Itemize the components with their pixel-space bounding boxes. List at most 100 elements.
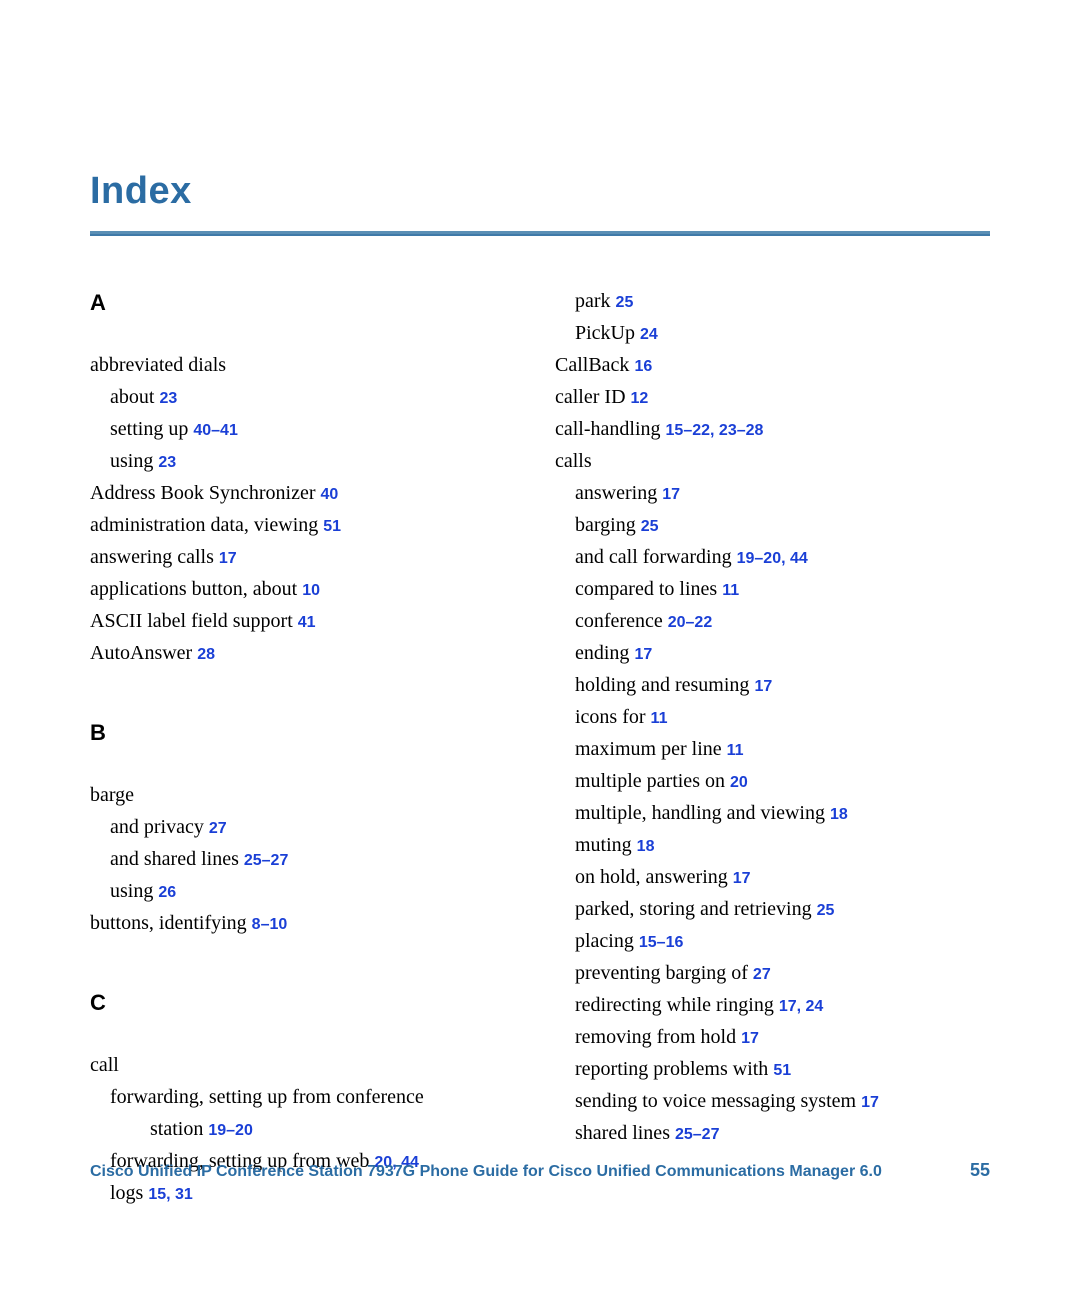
index-entry-text: forwarding, setting up from conference: [110, 1086, 424, 1108]
index-entry: ASCII label field support 41: [90, 606, 525, 636]
index-entry: call: [90, 1050, 525, 1080]
index-page-ref[interactable]: 25–27: [244, 852, 289, 869]
index-page-ref[interactable]: 19–20, 44: [737, 550, 808, 567]
index-entry: and call forwarding 19–20, 44: [575, 542, 990, 572]
index-page-ref[interactable]: 25: [817, 902, 835, 919]
index-entry-text: park: [575, 290, 611, 312]
index-entry: removing from hold 17: [575, 1022, 990, 1052]
index-entry-text: barge: [90, 784, 134, 806]
index-entry: redirecting while ringing 17, 24: [575, 990, 990, 1020]
index-page-ref[interactable]: 23: [158, 454, 176, 471]
index-entry: and shared lines 25–27: [110, 844, 525, 874]
index-entry: PickUp 24: [575, 318, 990, 348]
index-entry-text: caller ID: [555, 386, 626, 408]
index-entry-text: on hold, answering: [575, 866, 728, 888]
index-entry-text: compared to lines: [575, 578, 717, 600]
index-entry: muting 18: [575, 830, 990, 860]
index-entry: reporting problems with 51: [575, 1054, 990, 1084]
index-title: Index: [90, 170, 990, 213]
index-page-ref[interactable]: 17: [733, 870, 751, 887]
index-entry: holding and resuming 17: [575, 670, 990, 700]
index-page-ref[interactable]: 15, 31: [148, 1186, 192, 1203]
index-page-ref[interactable]: 25: [641, 518, 659, 535]
index-entry: ending 17: [575, 638, 990, 668]
index-entry: preventing barging of 27: [575, 958, 990, 988]
index-letter: B: [90, 720, 525, 746]
index-page-ref[interactable]: 26: [158, 884, 176, 901]
index-entry: parked, storing and retrieving 25: [575, 894, 990, 924]
index-page-ref[interactable]: 17: [219, 550, 237, 567]
index-entry: administration data, viewing 51: [90, 510, 525, 540]
index-page-ref[interactable]: 27: [209, 820, 227, 837]
index-entry-text: redirecting while ringing: [575, 994, 774, 1016]
index-entry-text: calls: [555, 450, 592, 472]
index-page-ref[interactable]: 20–22: [668, 614, 713, 631]
index-page-ref[interactable]: 27: [753, 966, 771, 983]
index-page-ref[interactable]: 51: [773, 1062, 791, 1079]
index-entry: shared lines 25–27: [575, 1118, 990, 1148]
index-page-ref[interactable]: 17: [634, 646, 652, 663]
index-page-ref[interactable]: 40–41: [193, 422, 238, 439]
index-page-ref[interactable]: 17, 24: [779, 998, 823, 1015]
index-page-ref[interactable]: 16: [634, 358, 652, 375]
index-page-ref[interactable]: 25: [616, 294, 634, 311]
index-page-ref[interactable]: 18: [637, 838, 655, 855]
index-entry: park 25: [575, 286, 990, 316]
index-entry-text: ending: [575, 642, 629, 664]
index-entry-text: Address Book Synchronizer: [90, 482, 316, 504]
index-entry-text: logs: [110, 1182, 143, 1204]
index-entry-text: barging: [575, 514, 636, 536]
index-page-ref[interactable]: 11: [722, 582, 739, 599]
index-entry-text: answering calls: [90, 546, 214, 568]
index-entry-text: AutoAnswer: [90, 642, 192, 664]
index-letter: A: [90, 290, 525, 316]
index-entry: sending to voice messaging system 17: [575, 1086, 990, 1116]
index-page-ref[interactable]: 15–22, 23–28: [666, 422, 764, 439]
index-entry: AutoAnswer 28: [90, 638, 525, 668]
index-entry-text: buttons, identifying: [90, 912, 247, 934]
index-entry-text: ASCII label field support: [90, 610, 293, 632]
index-entry: compared to lines 11: [575, 574, 990, 604]
index-page-ref[interactable]: 20: [730, 774, 748, 791]
index-entry: setting up 40–41: [110, 414, 525, 444]
index-entry: on hold, answering 17: [575, 862, 990, 892]
index-entry-text: call: [90, 1054, 119, 1076]
index-entry-text: icons for: [575, 706, 646, 728]
index-page-ref[interactable]: 19–20: [208, 1122, 253, 1139]
index-page-ref[interactable]: 23: [159, 390, 177, 407]
index-page-ref[interactable]: 51: [323, 518, 341, 535]
index-entry-text: using: [110, 450, 153, 472]
index-entry-text: administration data, viewing: [90, 514, 318, 536]
index-entry-text: CallBack: [555, 354, 629, 376]
index-entry: abbreviated dials: [90, 350, 525, 380]
index-page-ref[interactable]: 24: [640, 326, 658, 343]
index-page-ref[interactable]: 11: [651, 710, 668, 727]
index-page-ref[interactable]: 25–27: [675, 1126, 720, 1143]
index-letter: C: [90, 990, 525, 1016]
index-page-ref[interactable]: 28: [197, 646, 215, 663]
index-page-ref[interactable]: 41: [298, 614, 316, 631]
index-entry-text: muting: [575, 834, 632, 856]
index-page-ref[interactable]: 40: [321, 486, 339, 503]
index-page-ref[interactable]: 17: [662, 486, 680, 503]
index-page-ref[interactable]: 17: [741, 1030, 759, 1047]
index-entry: Address Book Synchronizer 40: [90, 478, 525, 508]
index-entry-text: shared lines: [575, 1122, 670, 1144]
index-page-ref[interactable]: 10: [302, 582, 320, 599]
index-page-ref[interactable]: 17: [754, 678, 772, 695]
index-entry-text: holding and resuming: [575, 674, 749, 696]
index-entry: barging 25: [575, 510, 990, 540]
index-entry: answering 17: [575, 478, 990, 508]
index-entry: conference 20–22: [575, 606, 990, 636]
index-page-ref[interactable]: 15–16: [639, 934, 684, 951]
index-entry: and privacy 27: [110, 812, 525, 842]
index-page-ref[interactable]: 11: [727, 742, 744, 759]
index-entry-text: answering: [575, 482, 657, 504]
index-entry-text: conference: [575, 610, 663, 632]
index-entry: multiple parties on 20: [575, 766, 990, 796]
page: Index Aabbreviated dialsabout 23setting …: [0, 0, 1080, 1311]
index-page-ref[interactable]: 17: [861, 1094, 879, 1111]
index-page-ref[interactable]: 18: [830, 806, 848, 823]
index-page-ref[interactable]: 8–10: [252, 916, 288, 933]
index-page-ref[interactable]: 12: [631, 390, 649, 407]
